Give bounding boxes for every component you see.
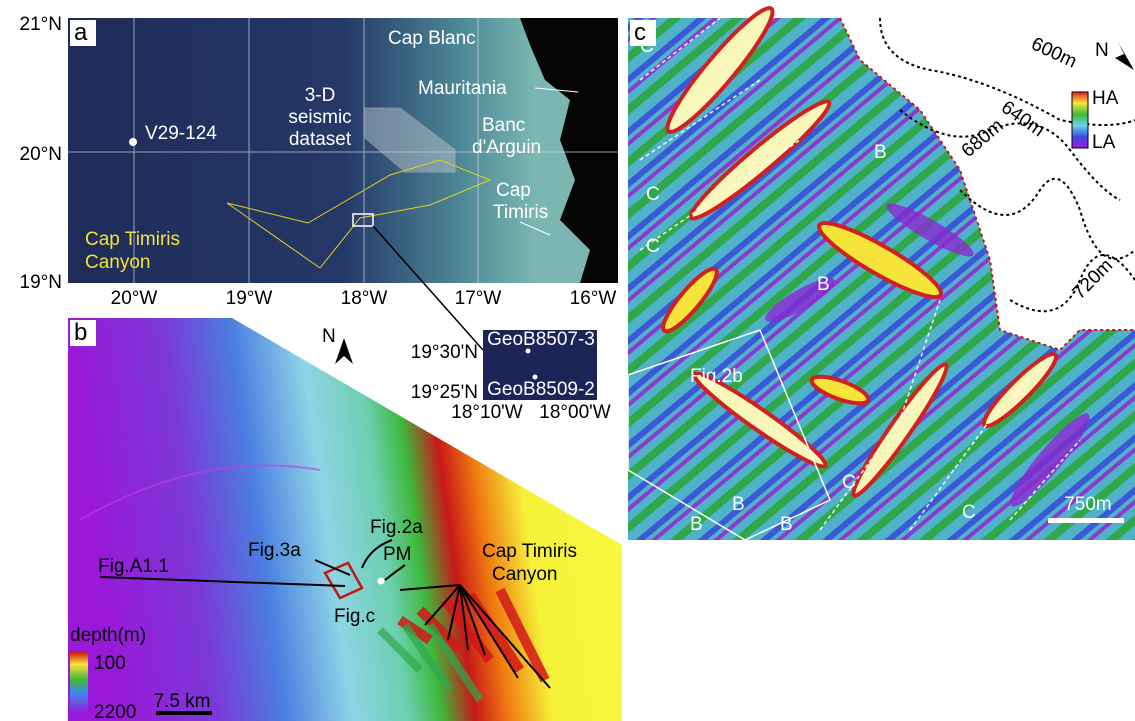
lat-label: 19°25'N [411, 382, 478, 403]
legend-low: LA [1092, 132, 1116, 153]
lon-label: 18°00'W [539, 402, 610, 423]
c-label: C [640, 36, 654, 57]
lon-label: 16°W [570, 288, 617, 309]
place-label: d'Arguin [472, 137, 541, 158]
scale-bar [156, 711, 212, 715]
place-label: Cap [496, 180, 531, 201]
seismic-label: seismic [288, 107, 351, 128]
core-site-dot [129, 138, 137, 146]
b-label: B [817, 274, 830, 295]
fig-label: Fig.A1.1 [98, 556, 169, 577]
panel-c: c 600m 640m 680m 720m N HA LA B B B B B … [628, 0, 1135, 540]
lon-label: 17°W [455, 288, 502, 309]
panel-a: a 21°N 20°N 19°N 20°W 19°W 18°W 17°W 16°… [20, 14, 618, 350]
depth-colorbar [70, 652, 88, 714]
inset: GeoB8507-3 GeoB8509-2 19°30'N 19°25'N 18… [411, 329, 611, 423]
north-label: N [322, 326, 336, 347]
seismic-label: 3-D [305, 85, 336, 106]
lon-label: 18°10'W [451, 402, 522, 423]
fig-label: Fig.c [334, 606, 375, 627]
b-label: B [874, 142, 887, 163]
panel-label: b [74, 319, 87, 346]
b-label: B [732, 494, 745, 515]
amplitude-colorbar [1072, 92, 1088, 148]
place-label: Mauritania [418, 78, 507, 99]
lon-label: 18°W [341, 288, 388, 309]
canyon-label: Cap Timiris [482, 541, 577, 562]
legend-min: 2200 [94, 702, 136, 721]
lat-label: 19°30'N [411, 342, 478, 363]
pm-label: PM [383, 544, 412, 565]
legend-title: depth(m) [70, 625, 146, 646]
pm-dot [378, 578, 385, 585]
seismic-label: dataset [289, 129, 352, 150]
figure: a 21°N 20°N 19°N 20°W 19°W 18°W 17°W 16°… [0, 0, 1135, 721]
place-label: Timiris [493, 202, 548, 223]
fig-label: Fig.3a [248, 540, 301, 561]
core-site-label: V29-124 [145, 123, 217, 144]
lon-label: 20°W [111, 288, 158, 309]
place-label: Banc [482, 115, 525, 136]
core-label: GeoB8507-3 [487, 329, 595, 350]
place-label: Cap Blanc [388, 28, 476, 49]
canyon-label: Canyon [492, 564, 558, 585]
canyon-label: Canyon [85, 252, 151, 273]
legend-max: 100 [94, 653, 126, 674]
legend-high: HA [1092, 88, 1119, 109]
core-label: GeoB8509-2 [487, 379, 595, 400]
lat-label: 21°N [20, 14, 62, 35]
lat-label: 19°N [20, 272, 62, 293]
panel-label: a [74, 19, 88, 46]
lon-label: 19°W [226, 288, 273, 309]
fig-label: Fig.2a [370, 517, 423, 538]
scale-label: 750m [1064, 494, 1112, 515]
north-label: N [1095, 40, 1109, 61]
b-label: B [690, 514, 703, 535]
c-label: C [842, 472, 856, 493]
fig-label: Fig.2b [690, 366, 743, 387]
canyon-label: Cap Timiris [85, 229, 180, 250]
b-label: B [780, 514, 793, 535]
lat-label: 20°N [20, 144, 62, 165]
c-label: C [646, 184, 660, 205]
c-label: C [646, 236, 660, 257]
c-label: C [962, 502, 976, 523]
north-arrow [335, 338, 353, 364]
scale-label: 7.5 km [153, 691, 210, 712]
scale-bar [1048, 518, 1124, 523]
